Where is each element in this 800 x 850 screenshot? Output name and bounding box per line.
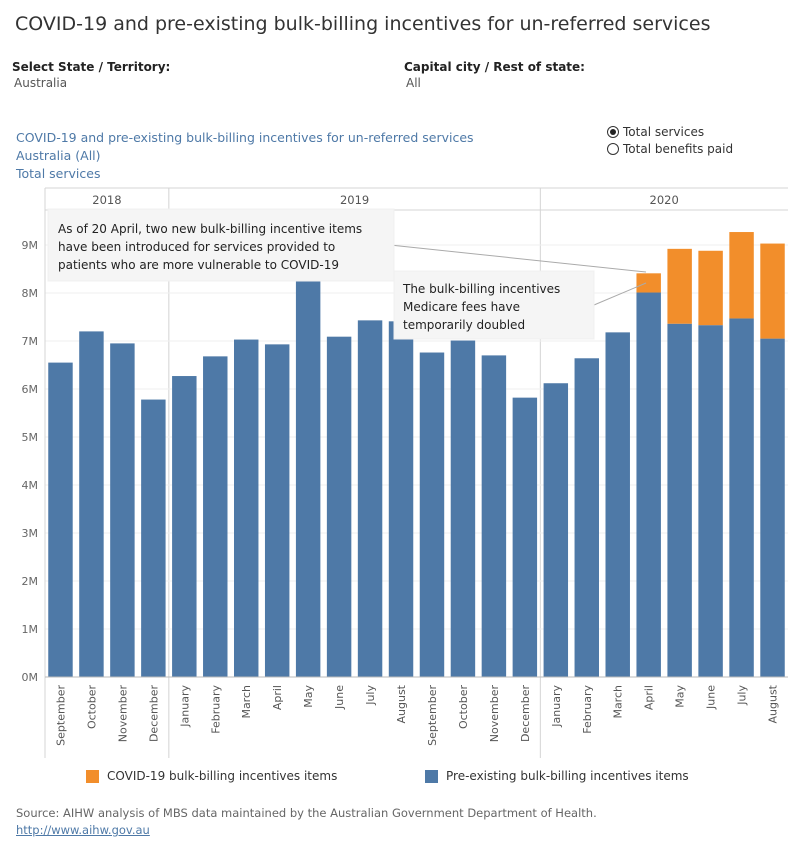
- x-tick-2: November: [116, 685, 129, 743]
- bar-preexisting-19: [636, 292, 661, 677]
- year-label-2020: 2020: [650, 193, 679, 207]
- bar-preexisting-14: [481, 355, 507, 677]
- annotation-2-line-2: temporarily doubled: [403, 318, 525, 332]
- region-filter-dropdown[interactable]: All: [406, 76, 421, 90]
- bar-preexisting-7: [264, 344, 290, 677]
- x-tick-4: January: [178, 685, 191, 728]
- annotation-1-line-1: have been introduced for services provid…: [58, 240, 335, 254]
- y-tick-2M: 2M: [22, 575, 39, 588]
- x-tick-14: November: [488, 685, 501, 743]
- annotation-2-box: [393, 270, 595, 340]
- chart-subtitle-1: COVID-19 and pre-existing bulk-billing i…: [16, 130, 474, 145]
- x-tick-17: February: [581, 685, 594, 734]
- x-tick-10: July: [364, 685, 377, 706]
- bar-preexisting-8: [295, 280, 321, 677]
- bar-covid-20: [667, 248, 692, 324]
- bar-preexisting-16: [543, 383, 569, 677]
- x-tick-13: October: [457, 685, 470, 729]
- y-tick-6M: 6M: [22, 383, 39, 396]
- annotation-1-line-0: As of 20 April, two new bulk-billing inc…: [58, 222, 362, 236]
- y-tick-9M: 9M: [22, 239, 39, 252]
- x-tick-6: March: [240, 685, 253, 719]
- x-tick-22: July: [736, 685, 749, 706]
- bar-preexisting-12: [419, 352, 445, 677]
- annotation-1-line-2: patients who are more vulnerable to COVI…: [58, 258, 339, 272]
- region-filter-label: Capital city / Rest of state:: [404, 60, 585, 74]
- year-label-2018: 2018: [92, 193, 121, 207]
- x-tick-8: May: [302, 685, 315, 708]
- x-tick-21: June: [705, 685, 718, 710]
- bar-preexisting-20: [667, 323, 692, 677]
- radio-selected-icon: [607, 126, 619, 138]
- x-tick-5: February: [209, 685, 222, 734]
- x-tick-18: March: [612, 685, 625, 719]
- bar-preexisting-23: [760, 338, 785, 677]
- bar-covid-19: [636, 273, 661, 293]
- state-filter-dropdown[interactable]: Australia: [14, 76, 68, 90]
- legend-swatch-preexisting: [425, 769, 438, 783]
- x-tick-11: August: [395, 684, 408, 723]
- y-tick-3M: 3M: [22, 527, 39, 540]
- bar-preexisting-18: [605, 332, 630, 677]
- legend-swatch-covid: [86, 769, 99, 783]
- radio-total-benefits[interactable]: Total benefits paid: [607, 142, 733, 156]
- bar-preexisting-10: [357, 320, 383, 677]
- page-title: COVID-19 and pre-existing bulk-billing i…: [15, 13, 711, 35]
- legend-label-preexisting: Pre-existing bulk-billing incentives ite…: [446, 769, 689, 783]
- annotation-1-leader: [389, 244, 647, 273]
- radio-total-benefits-label: Total benefits paid: [623, 142, 734, 156]
- x-tick-9: June: [333, 685, 346, 710]
- annotation-2-leader: [593, 282, 647, 306]
- radio-total-services-label: Total services: [623, 125, 705, 139]
- legend-item-preexisting[interactable]: Pre-existing bulk-billing incentives ite…: [425, 769, 689, 783]
- bar-covid-23: [760, 243, 785, 339]
- x-tick-1: October: [85, 685, 98, 729]
- legend-item-covid[interactable]: COVID-19 bulk-billing incentives items: [86, 769, 337, 783]
- bar-preexisting-4: [172, 376, 197, 677]
- x-tick-12: September: [426, 685, 439, 746]
- annotation-2-line-0: The bulk-billing incentives: [402, 282, 560, 296]
- bar-preexisting-0: [48, 362, 73, 677]
- x-tick-19: April: [643, 685, 656, 710]
- source-note: Source: AIHW analysis of MBS data mainta…: [16, 806, 597, 820]
- bar-preexisting-21: [698, 325, 723, 677]
- y-tick-5M: 5M: [22, 431, 39, 444]
- state-filter-label: Select State / Territory:: [12, 60, 171, 74]
- bar-preexisting-1: [79, 331, 104, 677]
- x-tick-15: December: [519, 685, 532, 743]
- y-tick-0M: 0M: [22, 671, 39, 684]
- bar-preexisting-2: [110, 343, 135, 677]
- year-label-2019: 2019: [340, 193, 369, 207]
- bar-covid-22: [729, 232, 754, 319]
- chart-subtitle-3: Total services: [16, 166, 101, 181]
- x-tick-0: September: [54, 685, 67, 746]
- bar-preexisting-13: [450, 340, 476, 677]
- y-tick-1M: 1M: [22, 623, 39, 636]
- legend-label-covid: COVID-19 bulk-billing incentives items: [107, 769, 338, 783]
- y-tick-8M: 8M: [22, 287, 39, 300]
- y-tick-4M: 4M: [22, 479, 39, 492]
- x-tick-3: December: [147, 685, 160, 743]
- bar-preexisting-5: [203, 356, 228, 677]
- bar-preexisting-17: [574, 358, 599, 677]
- radio-total-services[interactable]: Total services: [607, 125, 704, 139]
- bar-preexisting-11: [388, 321, 414, 677]
- bar-preexisting-6: [234, 339, 259, 677]
- chart-subtitle-2: Australia (All): [16, 148, 101, 163]
- radio-unselected-icon: [607, 143, 619, 155]
- bar-preexisting-9: [326, 336, 352, 677]
- x-tick-20: May: [674, 685, 687, 708]
- bar-covid-21: [698, 250, 723, 326]
- bar-preexisting-22: [729, 318, 754, 677]
- annotation-1-box: [47, 208, 395, 282]
- annotation-2-line-1: Medicare fees have: [403, 300, 520, 314]
- source-link[interactable]: http://www.aihw.gov.au: [16, 823, 150, 837]
- bar-chart: 2018 2019 2020 0M 1M 2M 3M 4M 5M 6M 7M 8M 9M Septembe…: [22, 187, 788, 758]
- bar-preexisting-15: [512, 397, 538, 677]
- bar-preexisting-3: [141, 399, 166, 677]
- x-tick-7: April: [271, 685, 284, 710]
- y-tick-7M: 7M: [22, 335, 39, 348]
- x-tick-16: January: [550, 685, 563, 728]
- x-tick-23: August: [767, 684, 780, 723]
